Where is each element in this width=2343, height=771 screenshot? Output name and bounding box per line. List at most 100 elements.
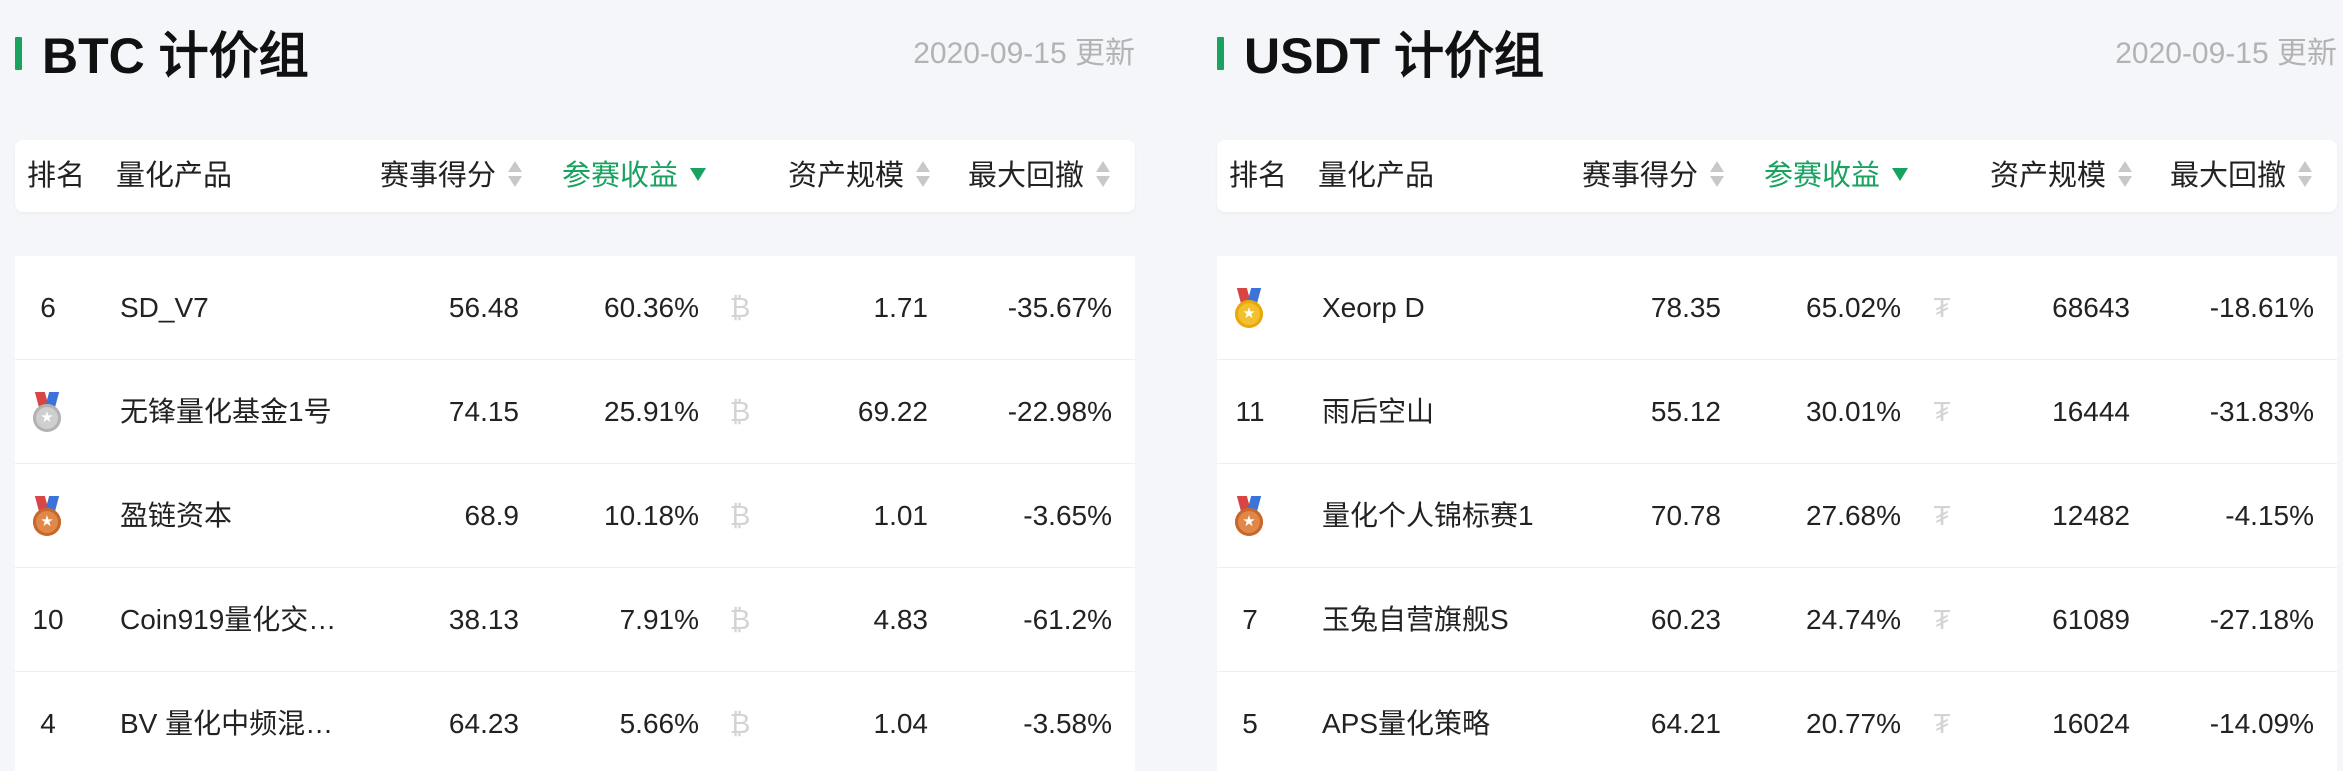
rank-number: 7 — [1242, 604, 1258, 635]
table-row[interactable]: 4 BV 量化中频混… 64.23 5.66% ₿ 1.04 -3.58% — [15, 672, 1135, 771]
drawdown-value: -31.83% — [2209, 396, 2314, 427]
sort-icon[interactable] — [1096, 159, 1111, 189]
assets-value: 69.22 — [857, 396, 928, 427]
drawdown-value: -27.18% — [2209, 604, 2314, 635]
header-drawdown[interactable]: 最大回撤 — [968, 140, 1111, 212]
silver-medal-icon: ★ — [31, 392, 63, 434]
product-name[interactable]: SD_V7 — [120, 292, 209, 323]
sort-icon[interactable] — [2118, 159, 2133, 189]
header-product: 量化产品 — [116, 140, 232, 212]
table-body: 6 SD_V7 56.48 60.36% ₿ 1.71 -35.67% ★ 无锋量化基金1号 74… — [15, 256, 1135, 771]
table-row[interactable]: ★ 盈链资本 68.9 10.18% ₿ 1.01 -3.65% — [15, 464, 1135, 568]
drawdown-value: -3.65% — [1023, 500, 1112, 531]
usdt-panel: USDT 计价组 2020-09-15 更新排名 量化产品 赛事得分 参赛收益 资产规模 最… — [1217, 0, 2337, 771]
sort-desc-icon[interactable] — [1892, 167, 1909, 181]
header-return-label: 参赛收益 — [562, 160, 679, 192]
btc-panel: BTC 计价组 2020-09-15 更新排名 量化产品 赛事得分 参赛收益 资产规模 最大… — [15, 0, 1135, 771]
header-rank-label: 排名 — [27, 160, 86, 192]
header-product: 量化产品 — [1318, 140, 1434, 212]
product-name[interactable]: BV 量化中频混… — [120, 708, 334, 739]
assets-value: 4.83 — [873, 604, 929, 635]
panel-title: USDT 计价组 — [1244, 28, 1544, 84]
drawdown-value: -18.61% — [2209, 292, 2314, 323]
table-row[interactable]: ★ 量化个人锦标赛1 70.78 27.68% ₮ 12482 -4.15% — [1217, 464, 2337, 568]
header-rank: 排名 — [1229, 140, 1287, 212]
product-name[interactable]: 玉兔自营旗舰S — [1322, 604, 1509, 635]
product-name[interactable]: APS量化策略 — [1322, 708, 1491, 739]
bitcoin-icon: ₿ — [729, 708, 751, 739]
score-value: 38.13 — [448, 604, 519, 635]
table-header: 排名 量化产品 赛事得分 参赛收益 资产规模 最大回撤 — [1217, 140, 2337, 212]
bronze-medal-icon: ★ — [31, 496, 63, 538]
header-drawdown-label: 最大回撤 — [968, 160, 1085, 192]
bitcoin-icon: ₿ — [729, 292, 751, 323]
header-return[interactable]: 参赛收益 — [1764, 140, 1909, 212]
header-product-label: 量化产品 — [116, 160, 233, 192]
table-row[interactable]: 5 APS量化策略 64.21 20.77% ₮ 16024 -14.09% — [1217, 672, 2337, 771]
sort-desc-icon[interactable] — [690, 167, 707, 181]
rank-number: 6 — [40, 292, 56, 323]
panel-header: BTC 计价组 2020-09-15 更新 — [15, 26, 1135, 86]
header-rank: 排名 — [27, 140, 85, 212]
panel-header: USDT 计价组 2020-09-15 更新 — [1217, 26, 2337, 86]
return-value: 30.01% — [1806, 396, 1901, 427]
rank-number: 5 — [1242, 708, 1258, 739]
return-value: 10.18% — [604, 500, 699, 531]
score-value: 60.23 — [1650, 604, 1721, 635]
return-value: 65.02% — [1806, 292, 1901, 323]
product-name[interactable]: 盈链资本 — [120, 500, 233, 531]
product-name[interactable]: Coin919量化交… — [120, 604, 337, 635]
drawdown-value: -14.09% — [2209, 708, 2314, 739]
panel-title: BTC 计价组 — [42, 28, 309, 84]
return-value: 25.91% — [604, 396, 699, 427]
rank-number: 11 — [1235, 396, 1265, 427]
table-row[interactable]: 10 Coin919量化交… 38.13 7.91% ₿ 4.83 -61.2% — [15, 568, 1135, 672]
drawdown-value: -22.98% — [1007, 396, 1112, 427]
sort-icon[interactable] — [508, 159, 523, 189]
header-drawdown[interactable]: 最大回撤 — [2170, 140, 2313, 212]
bitcoin-icon: ₿ — [729, 500, 751, 531]
sort-icon[interactable] — [916, 159, 931, 189]
score-value: 64.21 — [1650, 708, 1721, 739]
product-name[interactable]: 雨后空山 — [1322, 396, 1435, 427]
assets-value: 68643 — [2052, 292, 2130, 323]
title-accent-bar — [1217, 37, 1224, 70]
tether-icon: ₮ — [1933, 500, 1951, 531]
header-assets[interactable]: 资产规模 — [1990, 140, 2133, 212]
sort-icon[interactable] — [1710, 159, 1725, 189]
product-name[interactable]: Xeorp D — [1322, 292, 1425, 323]
header-score[interactable]: 赛事得分 — [380, 140, 523, 212]
header-score[interactable]: 赛事得分 — [1582, 140, 1725, 212]
table-row[interactable]: 7 玉兔自营旗舰S 60.23 24.74% ₮ 61089 -27.18% — [1217, 568, 2337, 672]
product-name[interactable]: 量化个人锦标赛1 — [1322, 500, 1534, 531]
header-assets[interactable]: 资产规模 — [788, 140, 931, 212]
table-row[interactable]: 11 雨后空山 55.12 30.01% ₮ 16444 -31.83% — [1217, 360, 2337, 464]
table-row[interactable]: ★ 无锋量化基金1号 74.15 25.91% ₿ 69.22 -22.98% — [15, 360, 1135, 464]
table-row[interactable]: 6 SD_V7 56.48 60.36% ₿ 1.71 -35.67% — [15, 256, 1135, 360]
tether-icon: ₮ — [1933, 292, 1951, 323]
return-value: 20.77% — [1806, 708, 1901, 739]
score-value: 74.15 — [448, 396, 519, 427]
header-return[interactable]: 参赛收益 — [562, 140, 707, 212]
header-product-label: 量化产品 — [1318, 160, 1435, 192]
score-value: 64.23 — [448, 708, 519, 739]
tether-icon: ₮ — [1933, 604, 1951, 635]
score-value: 68.9 — [464, 500, 520, 531]
score-value: 55.12 — [1650, 396, 1721, 427]
tether-icon: ₮ — [1933, 396, 1951, 427]
update-date: 2020-09-15 更新 — [2115, 37, 2337, 70]
sort-icon[interactable] — [2298, 159, 2313, 189]
table-body: ★ Xeorp D 78.35 65.02% ₮ 68643 -18.61% 11 雨后空山 55… — [1217, 256, 2337, 771]
return-value: 60.36% — [604, 292, 699, 323]
product-name[interactable]: 无锋量化基金1号 — [120, 396, 332, 427]
header-return-label: 参赛收益 — [1764, 160, 1881, 192]
rank-number: 4 — [40, 708, 56, 739]
tether-icon: ₮ — [1933, 708, 1951, 739]
return-value: 27.68% — [1806, 500, 1901, 531]
update-date: 2020-09-15 更新 — [913, 37, 1135, 70]
drawdown-value: -4.15% — [2225, 500, 2314, 531]
table-row[interactable]: ★ Xeorp D 78.35 65.02% ₮ 68643 -18.61% — [1217, 256, 2337, 360]
table-header: 排名 量化产品 赛事得分 参赛收益 资产规模 最大回撤 — [15, 140, 1135, 212]
score-value: 70.78 — [1650, 500, 1721, 531]
